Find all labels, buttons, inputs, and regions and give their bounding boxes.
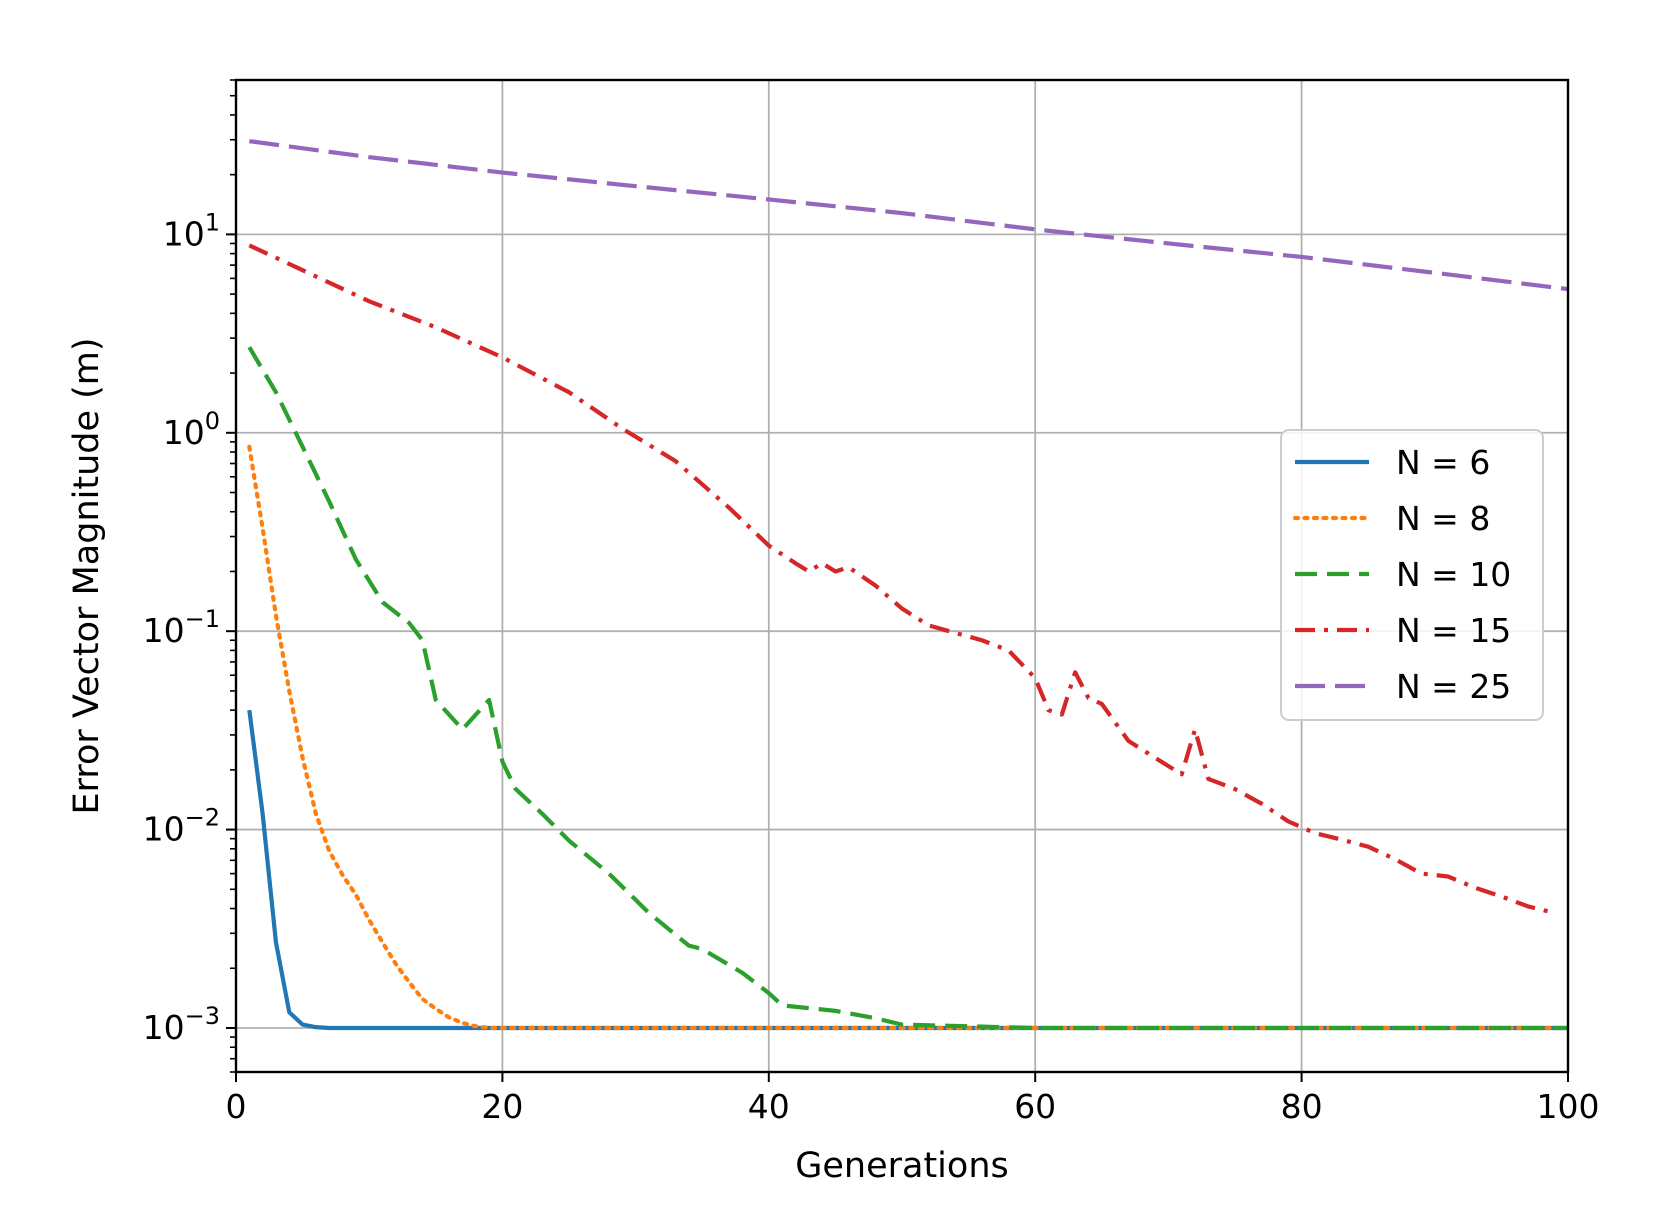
series-line-n-15 (248, 243, 1556, 915)
plot-frame (234, 78, 1570, 1074)
series-group (247, 139, 1568, 1031)
series-line-n-25 (249, 139, 1568, 292)
series-line-n-10 (247, 346, 1568, 1031)
y-axis-title: Error Vector Magnitude (m) (67, 337, 107, 814)
y-tick-label: 10−1 (143, 605, 220, 650)
y-tick-label: 10−2 (143, 804, 220, 849)
x-axis-title: Generations (795, 1146, 1009, 1186)
legend-label: N = 8 (1396, 499, 1490, 538)
series-line-n-8 (247, 444, 1568, 1031)
axes: 0 20 40 60 80 100 10−3 10−2 10−1 100 101 (143, 78, 1600, 1126)
legend-label: N = 15 (1396, 611, 1511, 650)
x-tick-label: 20 (481, 1087, 523, 1126)
legend-box (1280, 429, 1544, 721)
x-tick-label: 40 (748, 1087, 790, 1126)
y-tick-label: 10−3 (143, 1002, 220, 1047)
legend-label: N = 6 (1396, 443, 1490, 482)
x-tick-label: 80 (1281, 1087, 1323, 1126)
y-tick-label: 100 (163, 407, 220, 452)
legend-label: N = 25 (1396, 667, 1511, 706)
series-line-n-6 (247, 709, 1568, 1031)
legend-label: N = 10 (1396, 555, 1511, 594)
y-tick-label: 101 (163, 208, 220, 253)
legend: N = 6 N = 8 N = 10 N = 15 N = 25 (1280, 429, 1544, 721)
x-tick-label: 60 (1014, 1087, 1056, 1126)
x-tick-label: 0 (226, 1087, 247, 1126)
x-tick-label: 100 (1537, 1087, 1600, 1126)
